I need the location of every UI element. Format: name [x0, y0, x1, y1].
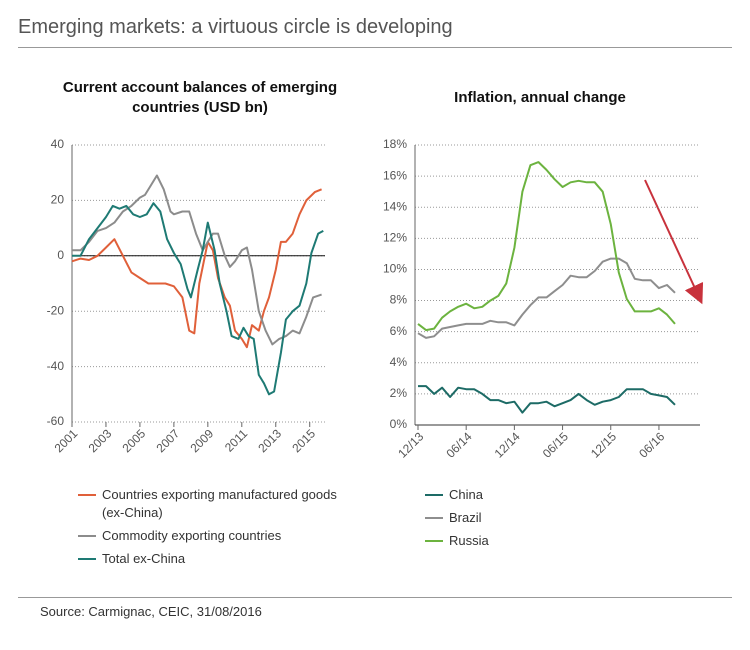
x-tick-label: 12/15	[588, 429, 619, 460]
legend-item: Brazil	[425, 509, 625, 527]
x-tick-label: 06/15	[540, 429, 571, 460]
source: Source: Carmignac, CEIC, 31/08/2016	[40, 604, 262, 619]
x-tick-label: 2003	[86, 426, 115, 455]
x-tick-label: 2013	[255, 426, 284, 455]
y-tick-label: -20	[47, 303, 65, 317]
chart-title: Inflation, annual change	[454, 89, 626, 106]
y-tick-label: 8%	[390, 293, 408, 307]
x-tick-label: 12/14	[492, 429, 523, 460]
x-tick-label: 12/13	[395, 429, 426, 460]
legend-item: Countries exporting manufactured goods (…	[78, 486, 338, 522]
x-tick-label: 06/14	[443, 429, 474, 460]
series-line	[417, 161, 676, 332]
legend-label: China	[449, 487, 483, 502]
legend-item: Commodity exporting countries	[78, 527, 338, 545]
y-tick-label: 20	[51, 193, 65, 207]
legend-label: Russia	[449, 533, 489, 548]
y-tick-label: 16%	[383, 168, 407, 182]
legend-label: Total ex-China	[102, 551, 186, 566]
trend-arrow	[644, 179, 704, 305]
y-tick-label: 0%	[390, 417, 408, 431]
x-tick-label: 2005	[120, 426, 149, 455]
x-tick-label: 06/16	[636, 429, 667, 460]
y-tick-label: 0	[57, 248, 64, 262]
y-tick-label: 4%	[390, 355, 408, 369]
y-tick-label: 40	[51, 137, 65, 151]
x-tick-label: 2007	[153, 426, 182, 455]
legend: China Brazil Russia	[425, 486, 625, 550]
x-tick-label: 2011	[222, 426, 250, 454]
page-title: Emerging markets: a virtuous circle is d…	[18, 16, 453, 38]
series-line	[418, 385, 676, 414]
legend-item: Total ex-China	[78, 550, 338, 568]
legend-swatch	[425, 517, 443, 519]
chart-title: Current account balances of emerging cou…	[62, 79, 338, 116]
legend-swatch	[425, 494, 443, 496]
x-tick-label: 2009	[187, 426, 216, 455]
y-tick-label: 18%	[383, 137, 407, 151]
legend-label: Countries exporting manufactured goods (…	[102, 487, 337, 520]
y-tick-label: 12%	[383, 231, 407, 245]
x-tick-label: 2001	[52, 426, 81, 455]
y-tick-label: 10%	[383, 262, 407, 276]
legend-swatch	[78, 494, 96, 496]
legend-swatch	[78, 558, 96, 560]
legend: Countries exporting manufactured goods (…	[78, 486, 338, 568]
y-tick-label: 2%	[390, 386, 408, 400]
series-line	[71, 188, 322, 349]
y-tick-label: 6%	[390, 324, 408, 338]
legend-swatch	[78, 535, 96, 537]
footer-rule	[18, 597, 732, 598]
legend-item: Russia	[425, 532, 625, 550]
legend-label: Commodity exporting countries	[102, 528, 282, 543]
y-tick-label: -40	[47, 359, 65, 373]
series-line	[72, 174, 322, 346]
header-rule	[18, 47, 732, 48]
y-tick-label: 14%	[383, 199, 407, 213]
series-line	[417, 257, 676, 339]
legend-item: China	[425, 486, 625, 504]
x-tick-label: 2015	[289, 426, 318, 455]
series-line	[72, 202, 324, 396]
y-tick-label: -60	[47, 414, 65, 428]
legend-swatch	[425, 540, 443, 542]
legend-label: Brazil	[449, 510, 482, 525]
